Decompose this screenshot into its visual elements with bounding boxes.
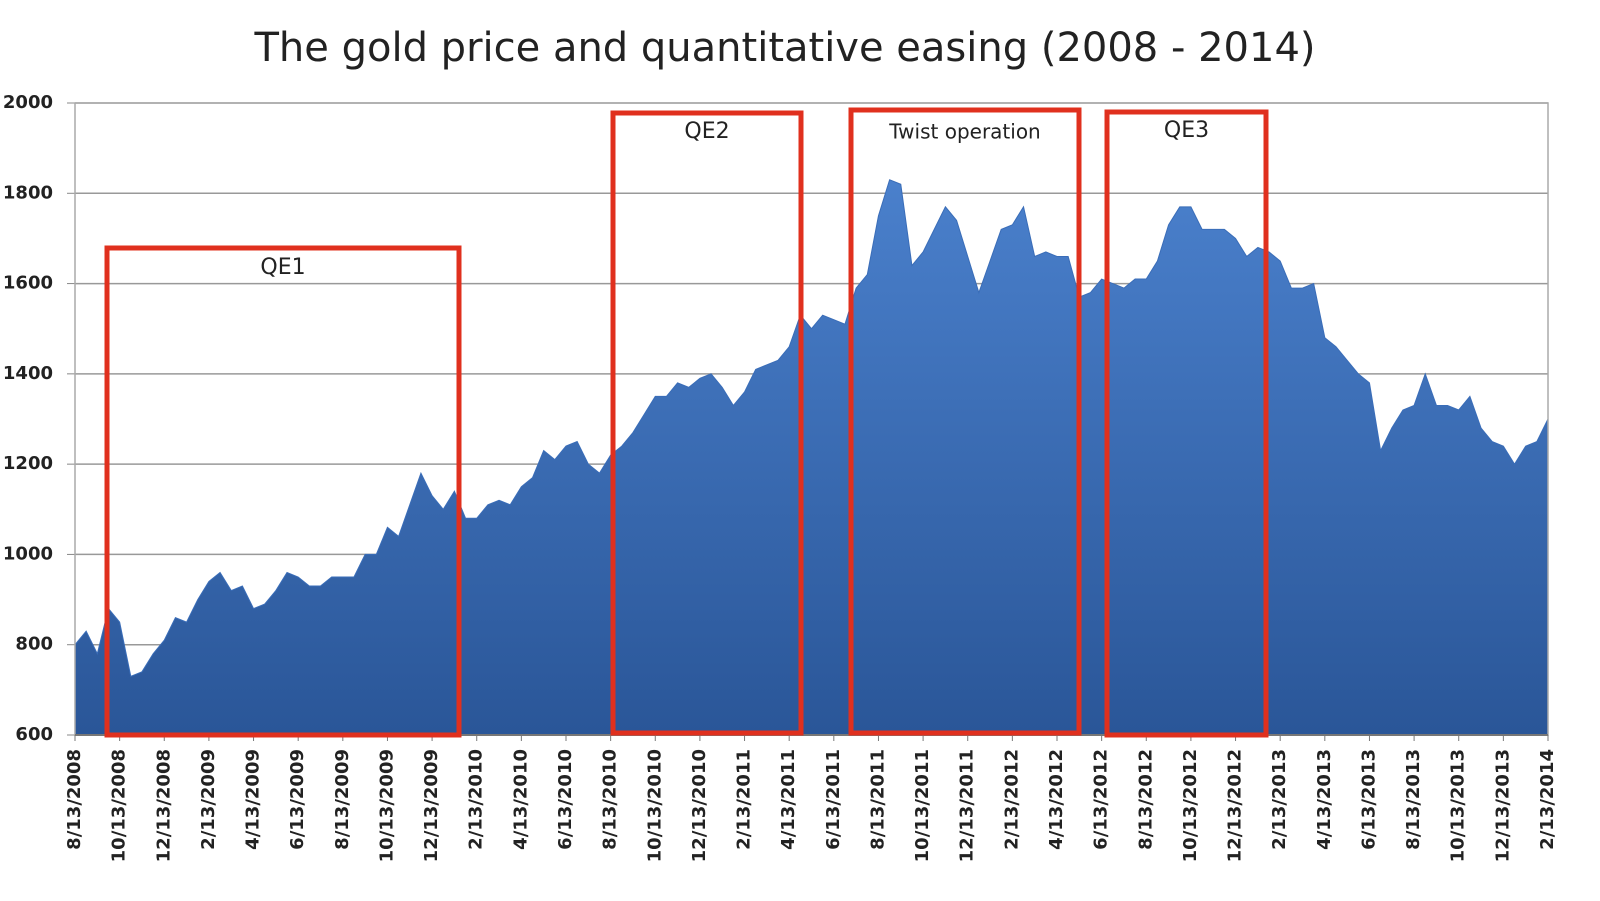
qe-box <box>848 107 1082 736</box>
y-tick-label: 600 <box>15 724 53 745</box>
x-tick-label: 12/13/2008 <box>153 749 174 862</box>
y-tick-label: 2000 <box>3 92 53 113</box>
annotation: Twist operation <box>888 120 1040 144</box>
x-tick-label: 10/13/2009 <box>376 749 397 862</box>
x-tick-label: 6/13/2012 <box>1091 749 1112 850</box>
area <box>74 179 1549 736</box>
x-tick-label: 4/13/2009 <box>243 749 264 850</box>
x-tick-label: 8/13/2009 <box>332 749 353 850</box>
x-tick-label: 8/13/2011 <box>867 749 888 850</box>
x-tick-label: 12/13/2009 <box>421 749 442 862</box>
x-tick-label: 10/13/2012 <box>1180 749 1201 862</box>
y-tick-label: 1400 <box>3 363 53 384</box>
x-tick-label: 8/13/2013 <box>1403 749 1424 850</box>
x-tick-label: 2/13/2014 <box>1537 749 1558 850</box>
x-tick-label: 12/13/2012 <box>1225 749 1246 862</box>
x-tick-label: 2/13/2009 <box>198 749 219 850</box>
y-tick-label: 800 <box>15 634 53 655</box>
y-tick-label: 1800 <box>3 182 53 203</box>
x-tick-label: 10/13/2010 <box>644 749 665 862</box>
x-tick-label: 6/13/2010 <box>555 749 576 850</box>
x-tick-label: 10/13/2013 <box>1448 749 1469 862</box>
y-tick-label: 1000 <box>3 543 53 564</box>
x-tick-label: 12/13/2013 <box>1492 749 1513 862</box>
x-tick-label: 2/13/2010 <box>466 749 487 850</box>
x-tick-label: 2/13/2011 <box>734 749 755 850</box>
x-tick-label: 10/13/2011 <box>912 749 933 862</box>
annotation: QE1 <box>260 255 305 280</box>
qe-box <box>1104 109 1269 738</box>
x-tick-label: 2/13/2013 <box>1269 749 1290 850</box>
x-tick-label: 12/13/2011 <box>957 749 978 862</box>
annotation: QE3 <box>1164 118 1209 143</box>
x-tick-label: 2/13/2012 <box>1001 749 1022 850</box>
x-tick-label: 6/13/2011 <box>823 749 844 850</box>
annotation: QE2 <box>684 119 729 144</box>
x-tick-label: 4/13/2012 <box>1046 749 1067 850</box>
chart-title: The gold price and quantitative easing (… <box>253 25 1315 71</box>
x-tick-label: 4/13/2010 <box>510 749 531 850</box>
y-tick-label: 1600 <box>3 273 53 294</box>
qe-box <box>104 245 462 738</box>
x-tick-label: 4/13/2011 <box>778 749 799 850</box>
x-tick-label: 6/13/2013 <box>1358 749 1379 850</box>
x-tick-label: 8/13/2012 <box>1135 749 1156 850</box>
x-tick-label: 4/13/2013 <box>1314 749 1335 850</box>
x-tick-label: 10/13/2008 <box>109 749 130 862</box>
x-tick-label: 6/13/2009 <box>287 749 308 850</box>
qe-box <box>610 110 804 736</box>
y-tick-label: 1200 <box>3 453 53 474</box>
x-tick-label: 8/13/2008 <box>64 749 85 850</box>
x-tick-label: 8/13/2010 <box>600 749 621 850</box>
x-tick-label: 12/13/2010 <box>689 749 710 862</box>
